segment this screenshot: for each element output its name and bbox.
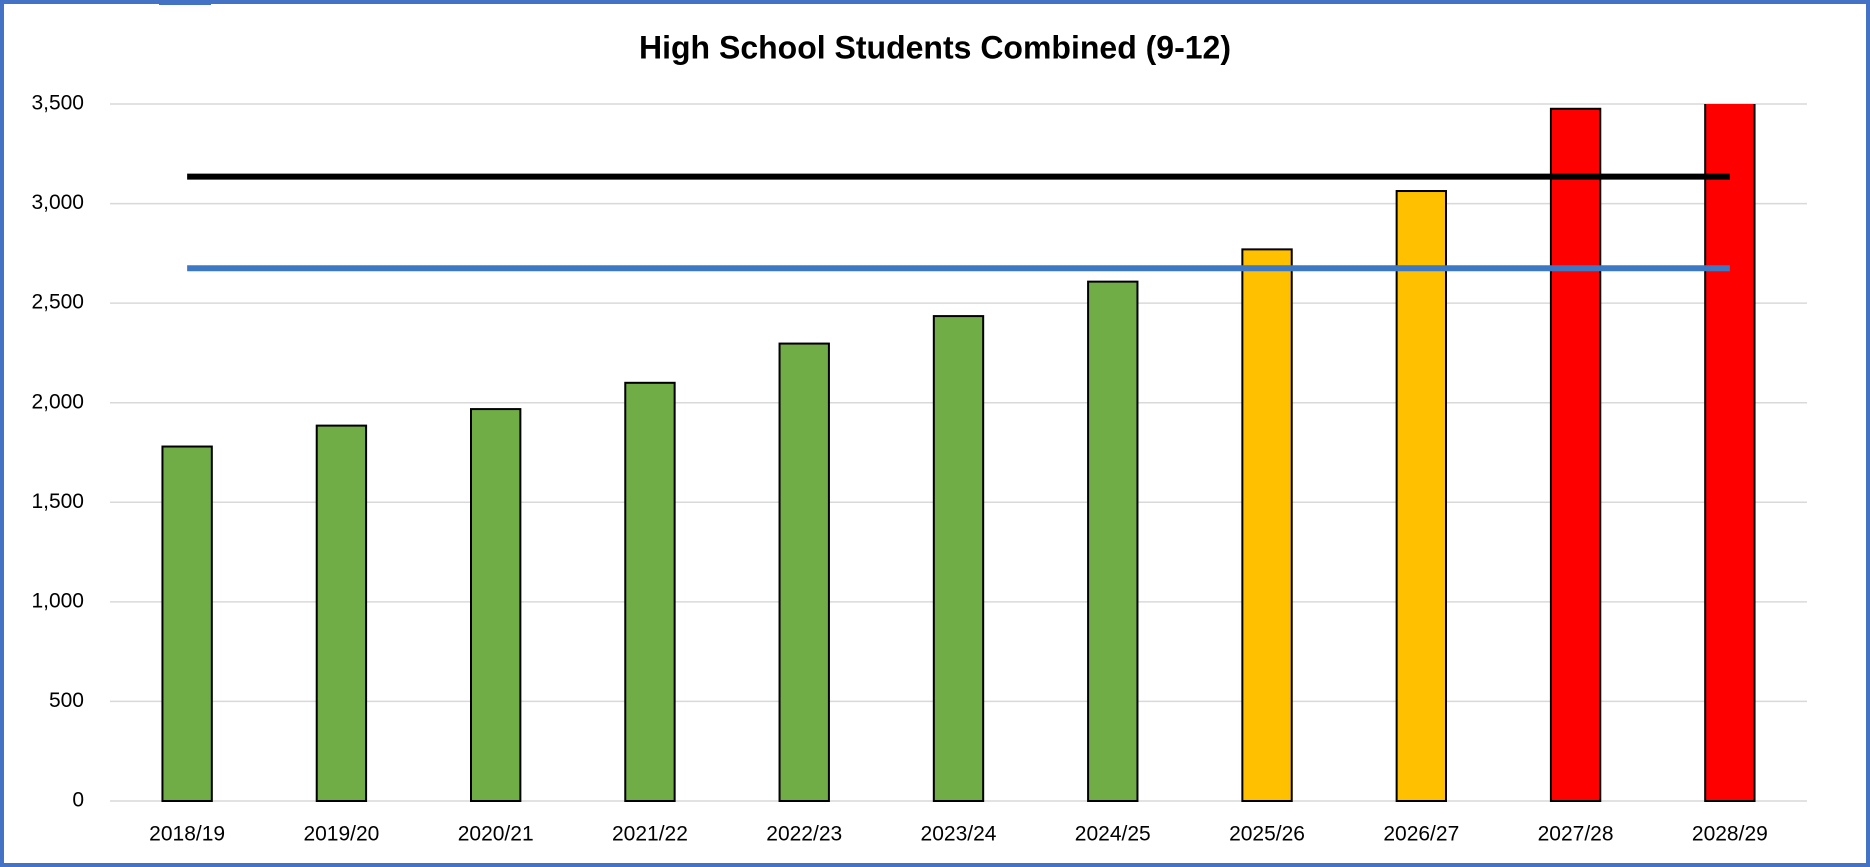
bar: [932, 315, 985, 802]
x-tick-label: 2018/19: [149, 823, 225, 846]
y-tick-label: 0: [72, 789, 84, 812]
y-tick-label: 500: [49, 689, 84, 712]
x-tick-label: 2025/26: [1229, 823, 1305, 846]
y-tick-label: 1,000: [31, 589, 84, 612]
x-tick-label: 2024/25: [1075, 823, 1151, 846]
y-tick-label: 2,000: [31, 390, 84, 413]
bar: [1549, 107, 1602, 803]
chart-title: High School Students Combined (9-12): [639, 29, 1231, 65]
x-tick-label: 2019/20: [303, 823, 379, 846]
bar: [1395, 190, 1448, 802]
y-tick-label: 2,500: [31, 291, 84, 314]
x-tick-label: 2023/24: [921, 823, 997, 846]
bar: [1241, 248, 1293, 803]
y-tick-label: 3,000: [31, 191, 84, 214]
frame-tab: [159, 0, 211, 5]
y-tick-label: 1,500: [31, 490, 84, 513]
x-tick-label: 2028/29: [1692, 823, 1768, 846]
x-tick-label: 2026/27: [1383, 823, 1459, 846]
x-tick-label: 2022/23: [766, 823, 842, 846]
bar: [1087, 280, 1139, 802]
y-tick-label: 3,500: [31, 92, 84, 115]
bar: [624, 381, 676, 802]
x-tick-label: 2020/21: [458, 823, 534, 846]
x-tick-label: 2027/28: [1538, 823, 1614, 846]
x-tick-label: 2021/22: [612, 823, 688, 846]
bar: [1704, 104, 1756, 803]
bar: [315, 424, 368, 802]
bar: [778, 342, 830, 802]
bar: [469, 408, 522, 802]
bar: [161, 445, 213, 802]
